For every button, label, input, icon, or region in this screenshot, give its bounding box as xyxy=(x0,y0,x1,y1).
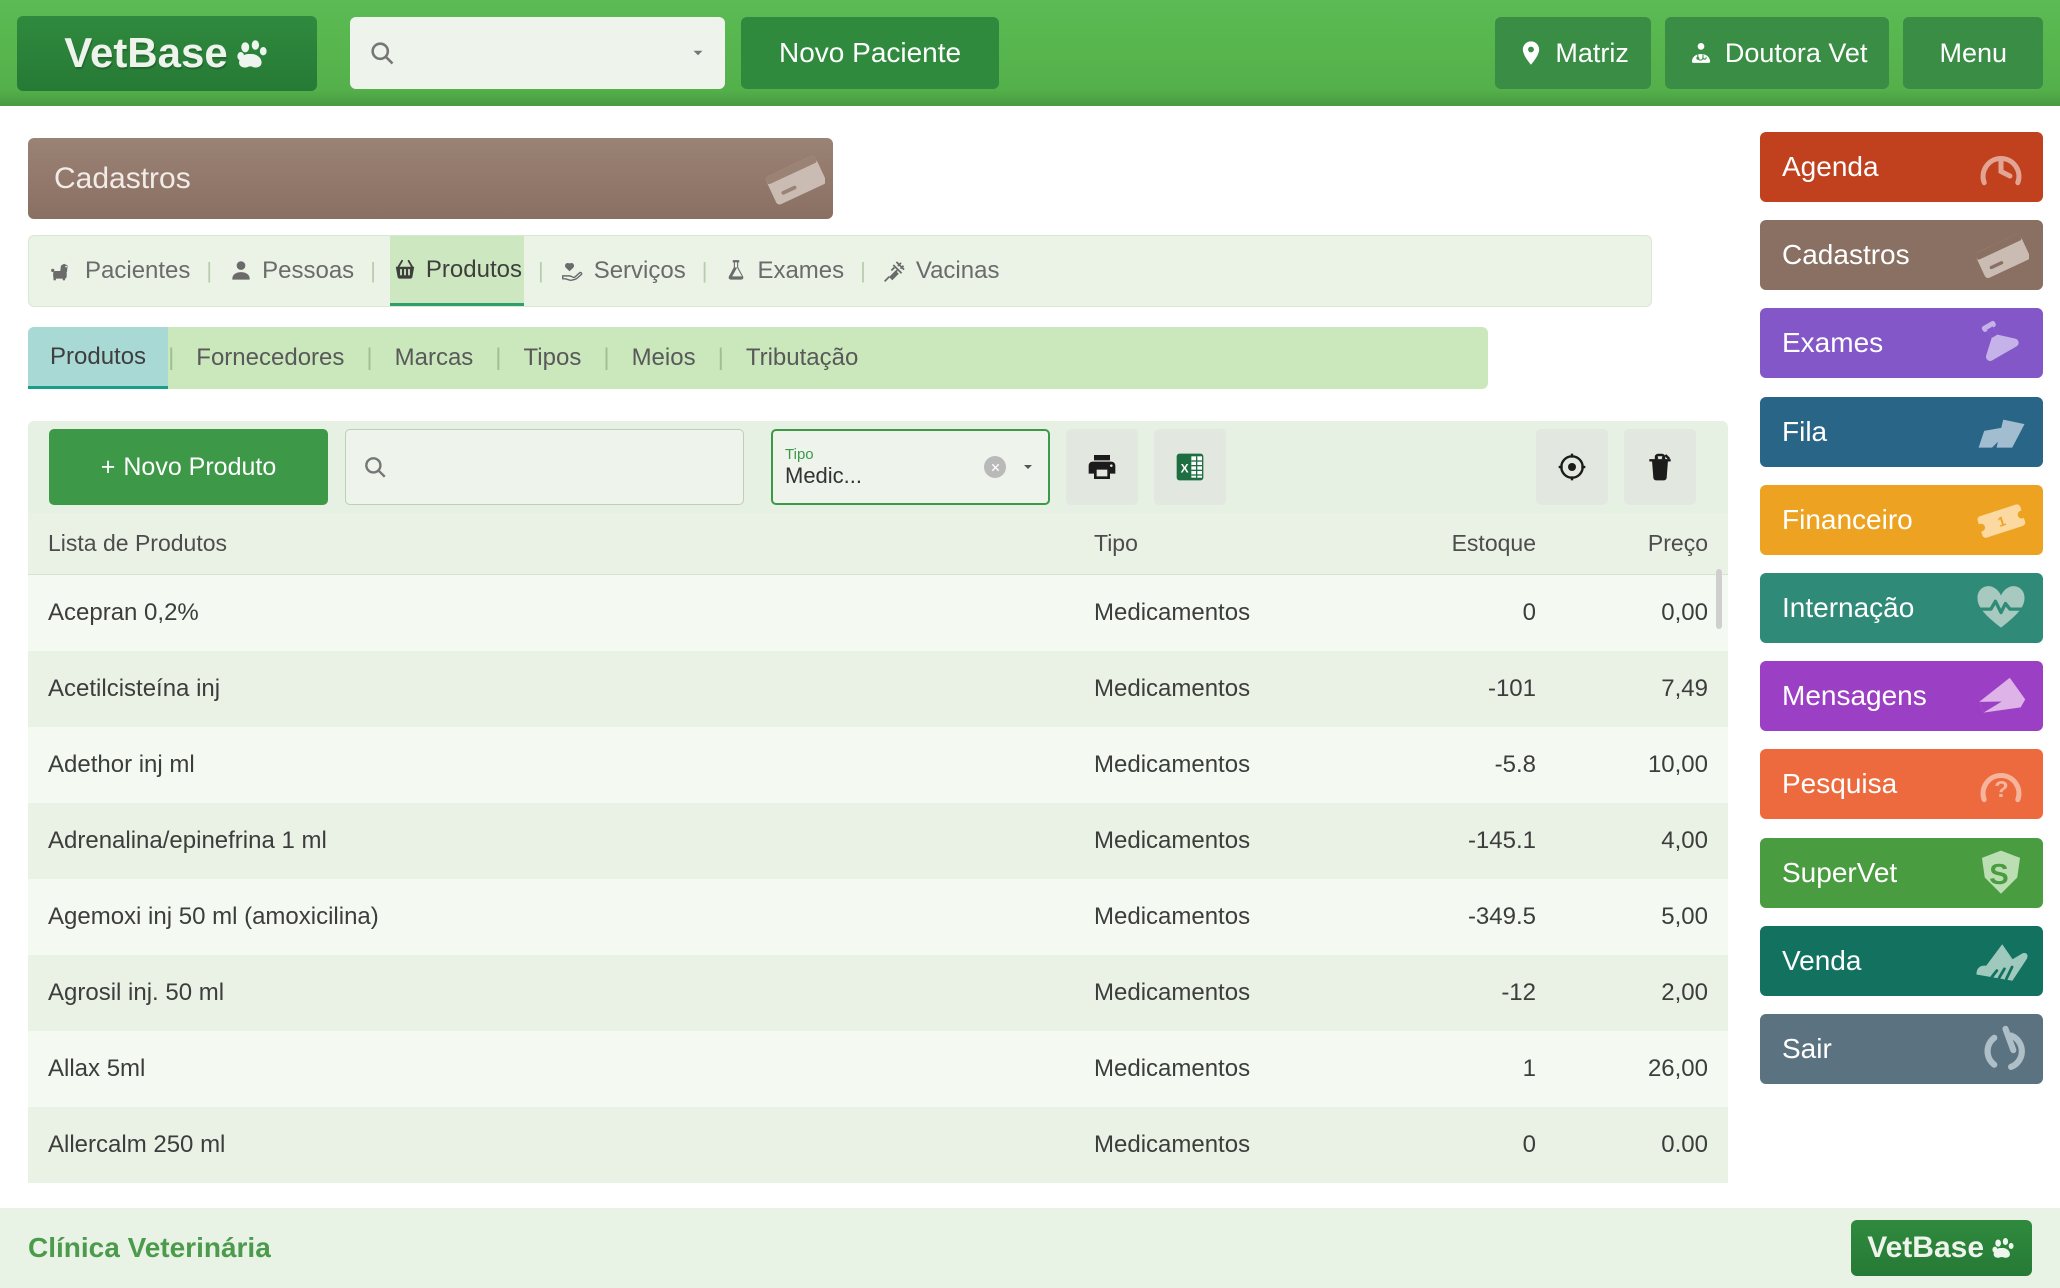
svg-text:X: X xyxy=(1181,461,1189,475)
svg-text:S: S xyxy=(1989,859,2008,891)
svg-text:?: ? xyxy=(1994,776,2008,802)
